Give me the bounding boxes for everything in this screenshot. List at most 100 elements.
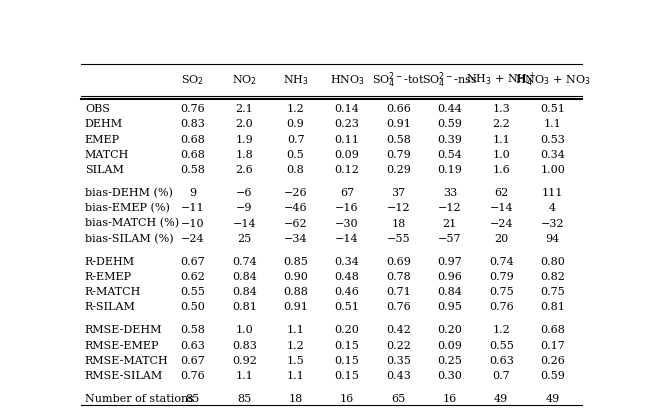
- Text: 0.58: 0.58: [181, 325, 205, 335]
- Text: 0.34: 0.34: [540, 150, 565, 160]
- Text: 0.42: 0.42: [386, 325, 411, 335]
- Text: 20: 20: [494, 234, 509, 244]
- Text: RMSE-MATCH: RMSE-MATCH: [85, 356, 169, 366]
- Text: 85: 85: [186, 394, 200, 404]
- Text: 0.19: 0.19: [437, 165, 462, 175]
- Text: 1.1: 1.1: [543, 119, 562, 129]
- Text: 0.67: 0.67: [181, 256, 205, 267]
- Text: 1.3: 1.3: [492, 104, 510, 114]
- Text: 18: 18: [289, 394, 303, 404]
- Text: 0.55: 0.55: [488, 341, 514, 351]
- Text: 0.81: 0.81: [540, 302, 565, 313]
- Text: 0.85: 0.85: [283, 256, 308, 267]
- Text: 0.51: 0.51: [334, 302, 360, 313]
- Text: 0.12: 0.12: [334, 165, 360, 175]
- Text: −62: −62: [284, 218, 307, 228]
- Text: 0.97: 0.97: [437, 256, 462, 267]
- Text: 0.5: 0.5: [287, 150, 305, 160]
- Text: −6: −6: [236, 188, 252, 198]
- Text: 0.80: 0.80: [540, 256, 565, 267]
- Text: 0.84: 0.84: [232, 272, 257, 282]
- Text: 0.79: 0.79: [489, 272, 514, 282]
- Text: 0.53: 0.53: [540, 135, 565, 145]
- Text: −10: −10: [181, 218, 204, 228]
- Text: 2.6: 2.6: [236, 165, 253, 175]
- Text: 0.39: 0.39: [437, 135, 462, 145]
- Text: 0.25: 0.25: [437, 356, 462, 366]
- Text: 0.20: 0.20: [437, 325, 462, 335]
- Text: HNO$_3$: HNO$_3$: [329, 73, 364, 87]
- Text: 9: 9: [190, 188, 197, 198]
- Text: 0.67: 0.67: [181, 356, 205, 366]
- Text: −14: −14: [489, 203, 513, 213]
- Text: 0.66: 0.66: [386, 104, 411, 114]
- Text: 0.96: 0.96: [437, 272, 462, 282]
- Text: 0.68: 0.68: [181, 150, 205, 160]
- Text: 67: 67: [340, 188, 354, 198]
- Text: −26: −26: [284, 188, 307, 198]
- Text: 0.78: 0.78: [386, 272, 411, 282]
- Text: 0.76: 0.76: [181, 104, 205, 114]
- Text: −24: −24: [489, 218, 513, 228]
- Text: −12: −12: [438, 203, 461, 213]
- Text: 0.76: 0.76: [386, 302, 411, 313]
- Text: SO$_4^{2-}$-tot: SO$_4^{2-}$-tot: [372, 70, 425, 90]
- Text: 0.09: 0.09: [334, 150, 360, 160]
- Text: 0.84: 0.84: [437, 287, 462, 297]
- Text: 0.91: 0.91: [386, 119, 411, 129]
- Text: 0.74: 0.74: [489, 256, 514, 267]
- Text: MATCH: MATCH: [85, 150, 129, 160]
- Text: 0.58: 0.58: [386, 135, 411, 145]
- Text: 0.76: 0.76: [489, 302, 514, 313]
- Text: −55: −55: [387, 234, 410, 244]
- Text: 0.74: 0.74: [232, 256, 257, 267]
- Text: 37: 37: [391, 188, 406, 198]
- Text: 0.15: 0.15: [334, 371, 360, 381]
- Text: −24: −24: [181, 234, 204, 244]
- Text: 0.7: 0.7: [287, 135, 305, 145]
- Text: −14: −14: [232, 218, 256, 228]
- Text: 1.1: 1.1: [287, 371, 305, 381]
- Text: 0.84: 0.84: [232, 287, 257, 297]
- Text: 62: 62: [494, 188, 509, 198]
- Text: 65: 65: [391, 394, 406, 404]
- Text: 1.9: 1.9: [236, 135, 253, 145]
- Text: 0.63: 0.63: [488, 356, 514, 366]
- Text: 0.23: 0.23: [334, 119, 360, 129]
- Text: 0.55: 0.55: [181, 287, 205, 297]
- Text: 49: 49: [494, 394, 509, 404]
- Text: 0.59: 0.59: [540, 371, 565, 381]
- Text: 0.68: 0.68: [540, 325, 565, 335]
- Text: 2.1: 2.1: [236, 104, 253, 114]
- Text: 0.50: 0.50: [181, 302, 205, 313]
- Text: bias-MATCH (%): bias-MATCH (%): [85, 218, 179, 229]
- Text: 1.1: 1.1: [492, 135, 510, 145]
- Text: 0.62: 0.62: [181, 272, 205, 282]
- Text: 16: 16: [340, 394, 354, 404]
- Text: 85: 85: [237, 394, 251, 404]
- Text: 0.17: 0.17: [540, 341, 565, 351]
- Text: 0.15: 0.15: [334, 356, 360, 366]
- Text: 0.79: 0.79: [386, 150, 411, 160]
- Text: −30: −30: [335, 218, 359, 228]
- Text: bias-SILAM (%): bias-SILAM (%): [85, 234, 173, 244]
- Text: 0.35: 0.35: [386, 356, 411, 366]
- Text: −11: −11: [181, 203, 204, 213]
- Text: R-SILAM: R-SILAM: [85, 302, 136, 313]
- Text: 1.5: 1.5: [287, 356, 305, 366]
- Text: 1.1: 1.1: [287, 325, 305, 335]
- Text: DEHM: DEHM: [85, 119, 123, 129]
- Text: SILAM: SILAM: [85, 165, 124, 175]
- Text: 1.8: 1.8: [236, 150, 253, 160]
- Text: RMSE-SILAM: RMSE-SILAM: [85, 371, 163, 381]
- Text: −9: −9: [236, 203, 252, 213]
- Text: 0.48: 0.48: [334, 272, 360, 282]
- Text: −32: −32: [541, 218, 564, 228]
- Text: SO$_2$: SO$_2$: [181, 73, 204, 87]
- Text: 33: 33: [443, 188, 457, 198]
- Text: 0.43: 0.43: [386, 371, 411, 381]
- Text: 94: 94: [545, 234, 560, 244]
- Text: R-EMEP: R-EMEP: [85, 272, 132, 282]
- Text: 0.59: 0.59: [437, 119, 462, 129]
- Text: 1.0: 1.0: [236, 325, 253, 335]
